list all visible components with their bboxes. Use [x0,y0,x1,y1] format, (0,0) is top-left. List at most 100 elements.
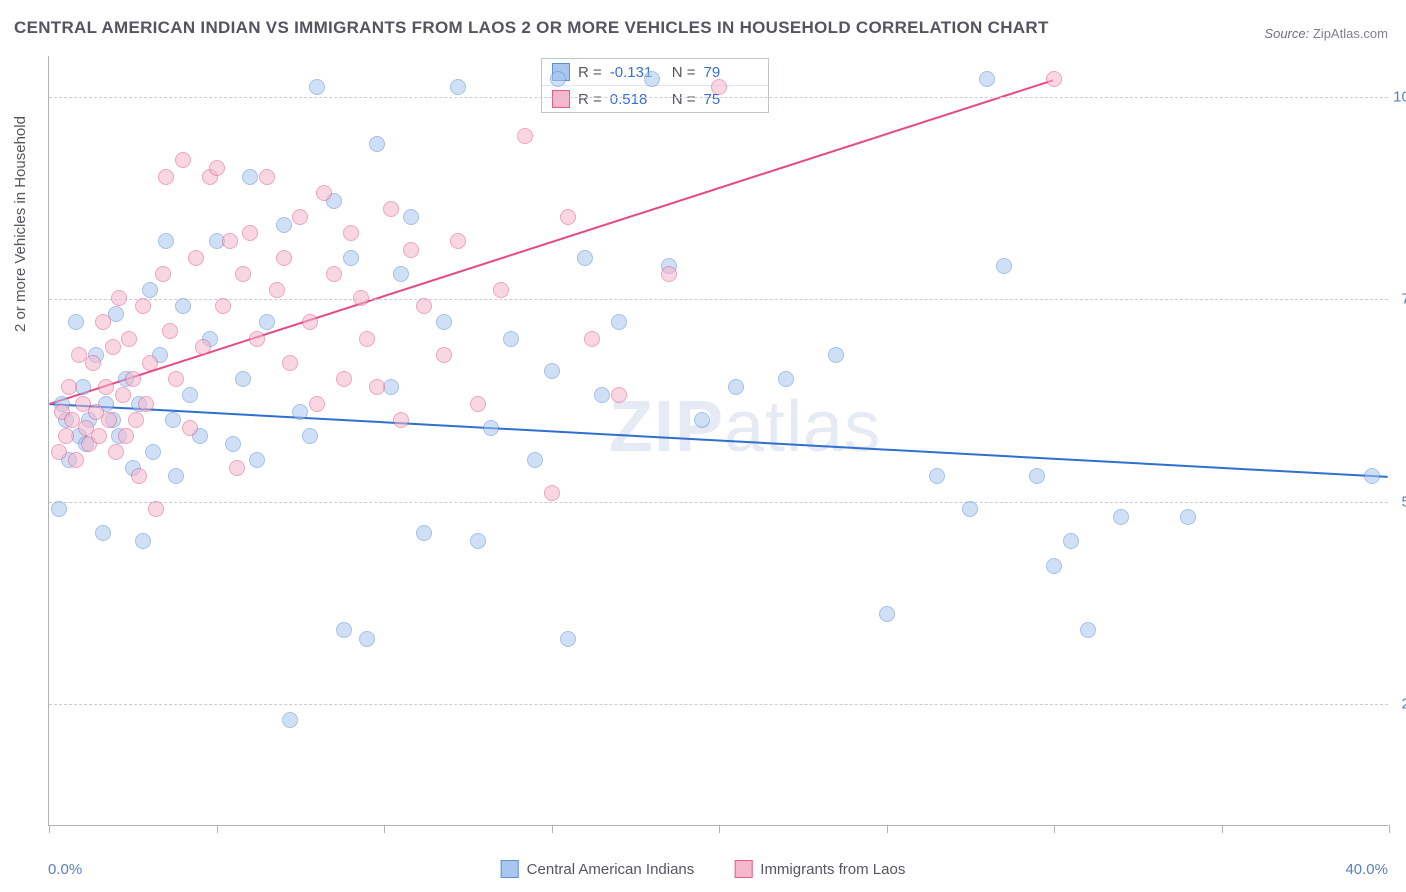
stats-r-label: R = [578,64,602,81]
data-point [249,331,265,347]
data-point [168,468,184,484]
gridline-h [49,704,1388,705]
data-point [594,387,610,403]
data-point [436,347,452,363]
data-point [145,444,161,460]
data-point [527,452,543,468]
chart-title: CENTRAL AMERICAN INDIAN VS IMMIGRANTS FR… [14,18,1049,38]
x-tick [1054,825,1055,833]
data-point [118,428,134,444]
data-point [611,314,627,330]
data-point [225,436,241,452]
data-point [215,298,231,314]
data-point [661,266,677,282]
data-point [694,412,710,428]
y-tick-label: 25.0% [1401,696,1406,713]
data-point [142,355,158,371]
data-point [276,217,292,233]
data-point [393,266,409,282]
data-point [282,712,298,728]
x-tick [1222,825,1223,833]
data-point [359,631,375,647]
plot-area: ZIPatlas R =-0.131N =79R =0.518N =75 25.… [48,56,1388,826]
data-point [68,314,84,330]
data-point [142,282,158,298]
data-point [309,396,325,412]
data-point [229,460,245,476]
data-point [1364,468,1380,484]
watermark-thin: atlas [724,387,881,467]
data-point [235,266,251,282]
data-point [98,379,114,395]
data-point [1029,468,1045,484]
data-point [560,209,576,225]
data-point [128,412,144,428]
data-point [259,169,275,185]
data-point [450,233,466,249]
legend-label: Immigrants from Laos [760,861,905,878]
data-point [162,323,178,339]
data-point [269,282,285,298]
data-point [95,314,111,330]
data-point [728,379,744,395]
data-point [125,371,141,387]
data-point [343,250,359,266]
data-point [85,355,101,371]
data-point [58,428,74,444]
data-point [309,79,325,95]
data-point [121,331,137,347]
x-tick [1389,825,1390,833]
data-point [135,298,151,314]
stats-r-label: R = [578,91,602,108]
data-point [155,266,171,282]
legend-bottom: Central American Indians Immigrants from … [501,860,906,878]
data-point [249,452,265,468]
data-point [353,290,369,306]
data-point [242,225,258,241]
data-point [503,331,519,347]
data-point [544,485,560,501]
stats-row: R =0.518N =75 [542,86,768,112]
gridline-h [49,97,1388,98]
data-point [292,404,308,420]
data-point [148,501,164,517]
legend-swatch [501,860,519,878]
data-point [879,606,895,622]
data-point [336,622,352,638]
legend-label: Central American Indians [527,861,695,878]
data-point [416,525,432,541]
data-point [336,371,352,387]
data-point [68,452,84,468]
data-point [450,79,466,95]
data-point [101,412,117,428]
data-point [51,444,67,460]
gridline-h [49,502,1388,503]
data-point [828,347,844,363]
data-point [979,71,995,87]
data-point [188,250,204,266]
legend-item: Central American Indians [501,860,695,878]
data-point [168,371,184,387]
data-point [1080,622,1096,638]
data-point [584,331,600,347]
source-value: ZipAtlas.com [1313,26,1388,41]
watermark-bold: ZIP [609,387,724,467]
data-point [209,160,225,176]
data-point [544,363,560,379]
data-point [158,233,174,249]
data-point [493,282,509,298]
data-point [326,266,342,282]
watermark: ZIPatlas [609,386,881,468]
data-point [259,314,275,330]
data-point [302,428,318,444]
data-point [611,387,627,403]
data-point [222,233,238,249]
data-point [165,412,181,428]
data-point [158,169,174,185]
data-point [403,209,419,225]
data-point [436,314,452,330]
data-point [182,387,198,403]
data-point [644,71,660,87]
stats-n-value: 79 [704,64,758,81]
data-point [470,396,486,412]
